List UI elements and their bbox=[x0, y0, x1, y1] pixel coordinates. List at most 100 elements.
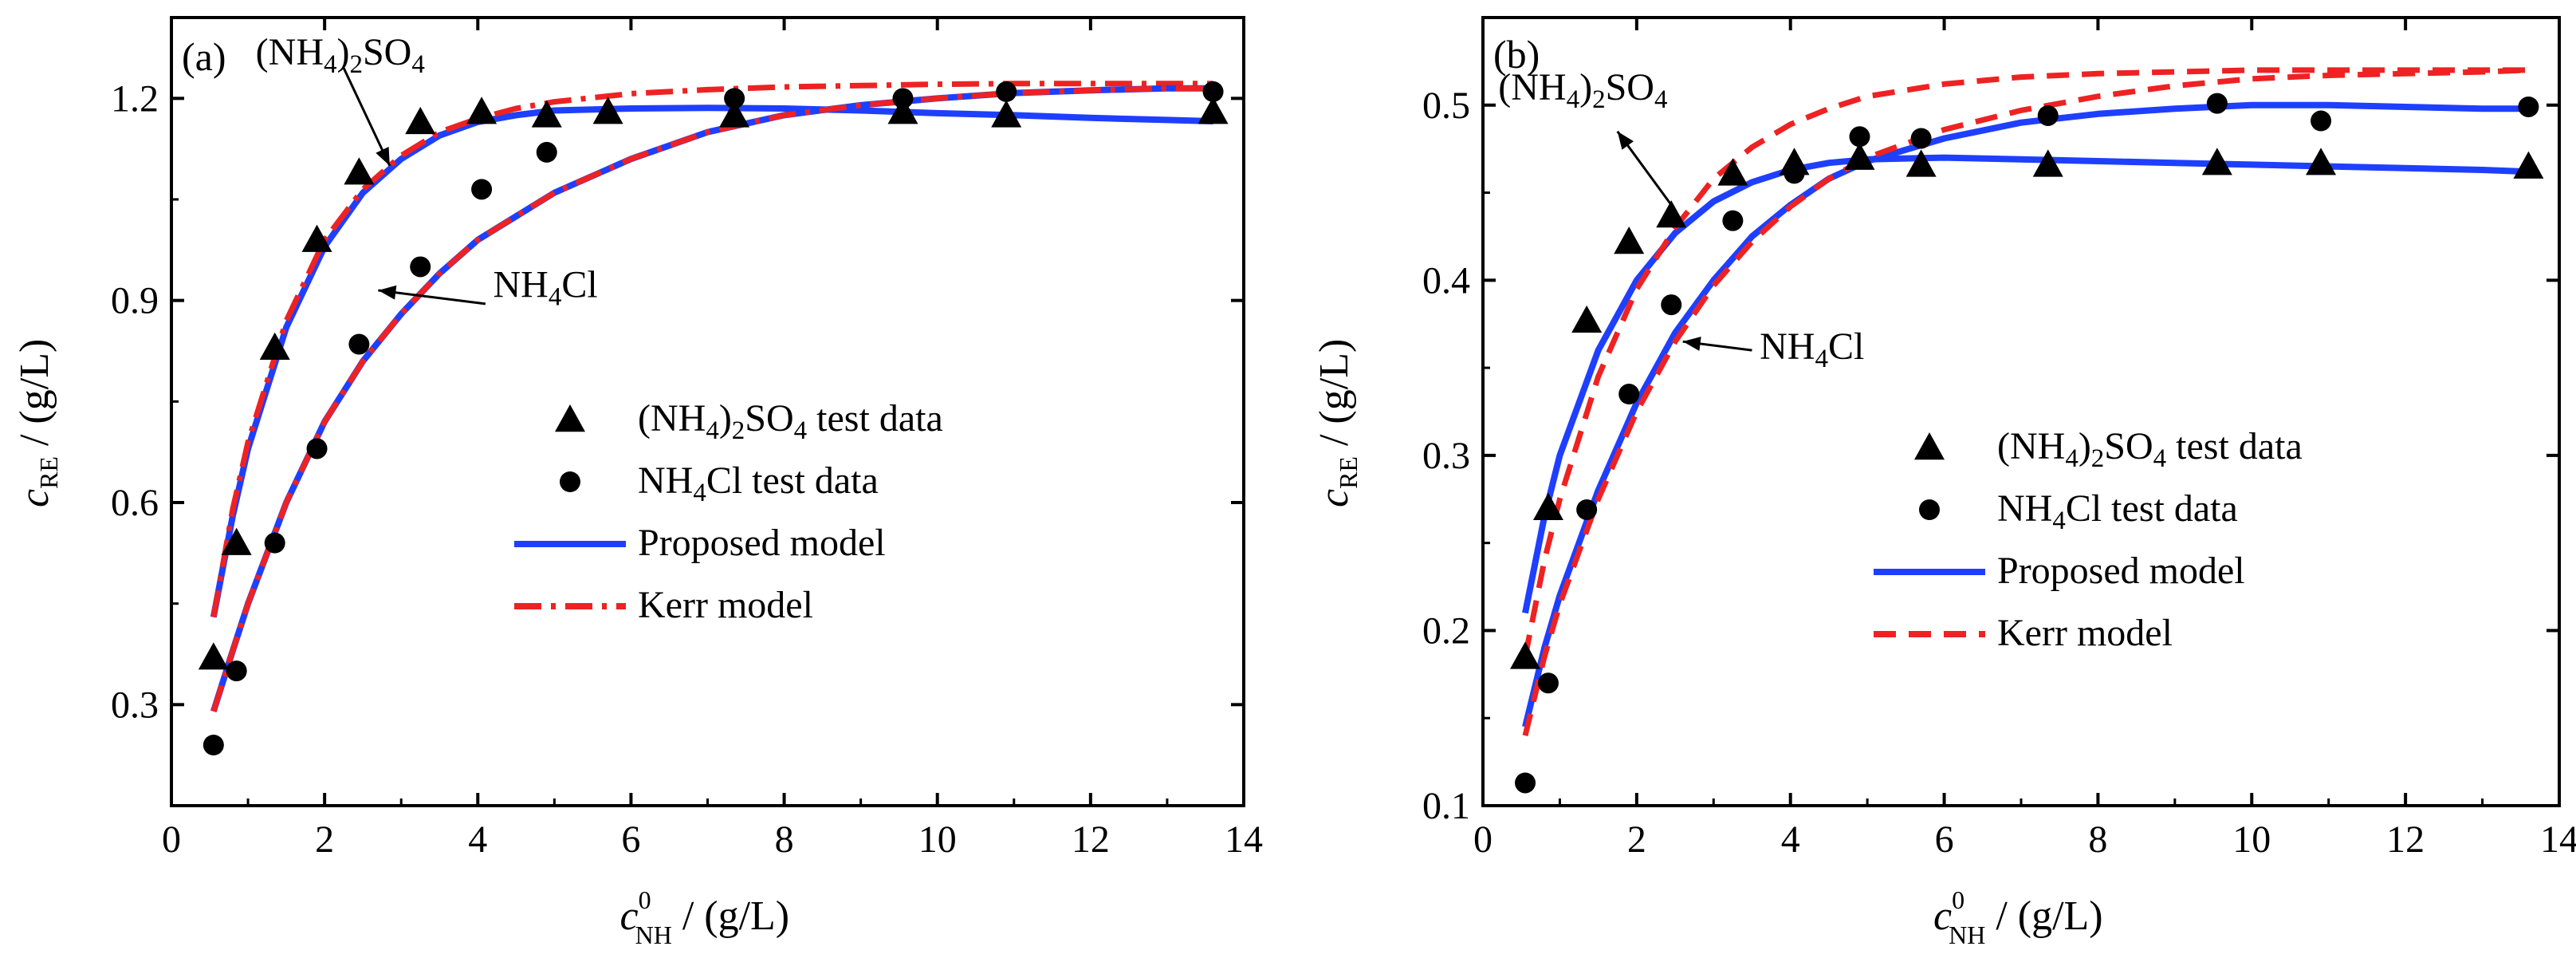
series-line-3 bbox=[210, 81, 1213, 618]
circle-marker bbox=[1515, 772, 1536, 794]
legend-label: Proposed model bbox=[638, 522, 886, 564]
x-tick-label: 6 bbox=[1935, 818, 1954, 861]
y-tick-label: 0.4 bbox=[1422, 259, 1470, 302]
annotation-label: (NH4)2SO4 bbox=[1498, 66, 1667, 114]
y-tick-label: 0.3 bbox=[1422, 435, 1470, 477]
x-tick-label: 4 bbox=[468, 818, 487, 861]
circle-marker bbox=[264, 532, 285, 554]
x-tick-label: 8 bbox=[775, 818, 794, 861]
x-tick-label: 12 bbox=[2386, 818, 2425, 861]
x-tick-label: 0 bbox=[162, 818, 181, 861]
circle-marker bbox=[1784, 163, 1805, 184]
panel-a: 0 2 4 6 8 10 12 14 0.3 0.6 0.9 1.2 (a) c0 NH / (g/L) cR… bbox=[12, 16, 1263, 949]
triangle-marker bbox=[1532, 492, 1563, 520]
y-tick-label: 0.3 bbox=[111, 684, 159, 726]
triangle-marker bbox=[1656, 200, 1687, 228]
triangle-marker bbox=[405, 106, 436, 135]
triangle-marker bbox=[2306, 148, 2337, 175]
x-tick-label: 2 bbox=[315, 818, 334, 861]
legend: (NH4)2SO4 test data NH4Cl test data Propos… bbox=[514, 397, 943, 626]
panel-b: 0 2 4 6 8 10 12 14 0.1 0.2 0.3 0.4 0.5 (b) c0 NH / (g/L… bbox=[1312, 16, 2576, 949]
annotation-arrow bbox=[342, 67, 391, 167]
triangle-marker bbox=[198, 642, 229, 670]
triangle-marker bbox=[887, 97, 918, 124]
annotation-label: NH4Cl bbox=[494, 263, 598, 311]
annotation-label: (NH4)2SO4 bbox=[256, 31, 425, 79]
triangle-marker bbox=[2201, 148, 2232, 175]
x-tick-label: 0 bbox=[1473, 818, 1493, 861]
x-tick-label: 14 bbox=[2540, 818, 2576, 861]
circle-marker bbox=[1576, 499, 1598, 520]
triangle-marker bbox=[221, 527, 252, 555]
triangle-marker bbox=[1198, 97, 1229, 124]
circle-marker bbox=[348, 333, 370, 355]
circle-marker bbox=[2518, 96, 2539, 117]
legend-label: Kerr model bbox=[1997, 612, 2173, 654]
x-axis-title: c0 NH / (g/L) bbox=[1933, 885, 2103, 949]
y-axis-title: cRE / (g/L) bbox=[12, 339, 63, 507]
x-axis-title: c0 NH / (g/L) bbox=[620, 885, 790, 949]
series-line-5 bbox=[210, 85, 1213, 712]
circle-marker bbox=[226, 660, 247, 682]
circle-marker bbox=[892, 88, 914, 109]
plot-frame bbox=[1481, 16, 2561, 807]
circle-marker bbox=[203, 735, 224, 755]
legend-triangle-symbol bbox=[1914, 432, 1945, 460]
legend-circle-symbol bbox=[1919, 499, 1940, 520]
triangle-marker bbox=[991, 100, 1022, 128]
circle-marker bbox=[1849, 126, 1870, 148]
arrow-head bbox=[378, 285, 397, 300]
triangle-marker bbox=[2513, 151, 2544, 179]
x-tick-label: 8 bbox=[2088, 818, 2107, 861]
circle-marker bbox=[1910, 128, 1932, 149]
triangle-marker bbox=[592, 97, 623, 124]
y-tick-label: 0.1 bbox=[1422, 785, 1470, 827]
panel-label: (a) bbox=[182, 34, 226, 79]
x-tick-label: 2 bbox=[1627, 818, 1646, 861]
y-tick-label: 0.2 bbox=[1422, 609, 1470, 652]
circle-marker bbox=[724, 88, 745, 109]
circle-marker bbox=[2311, 110, 2332, 132]
x-tick-label: 12 bbox=[1072, 818, 1110, 861]
legend-label: NH4Cl test data bbox=[1997, 487, 2238, 535]
legend-label: (NH4)2SO4 test data bbox=[638, 397, 943, 445]
legend: (NH4)2SO4 test data NH4Cl test data Propos… bbox=[1874, 425, 2303, 654]
series-line-3 bbox=[1522, 67, 2529, 658]
triangle-marker bbox=[2032, 149, 2063, 177]
x-tick-label: 14 bbox=[1225, 818, 1263, 861]
circle-marker bbox=[2037, 104, 2059, 126]
legend-label: Kerr model bbox=[638, 584, 813, 626]
x-tick-label: 6 bbox=[621, 818, 640, 861]
triangle-marker bbox=[259, 332, 290, 360]
circle-marker bbox=[410, 256, 431, 278]
circle-marker bbox=[1537, 672, 1559, 694]
circle-marker bbox=[1661, 294, 1682, 316]
circle-marker bbox=[471, 179, 493, 200]
circle-marker bbox=[996, 81, 1017, 102]
arrow-head bbox=[376, 147, 390, 166]
y-tick-label: 0.6 bbox=[111, 482, 159, 524]
triangle-marker bbox=[344, 157, 375, 185]
y-tick-label: 0.9 bbox=[111, 280, 159, 322]
triangle-marker bbox=[466, 97, 498, 124]
y-axis-title: cRE / (g/L) bbox=[1312, 339, 1363, 507]
x-tick-label: 4 bbox=[1781, 818, 1800, 861]
triangle-marker bbox=[719, 100, 750, 128]
circle-marker bbox=[536, 141, 557, 163]
triangle-marker bbox=[301, 224, 332, 252]
circle-marker bbox=[1722, 210, 1744, 231]
circle-marker bbox=[2206, 93, 2228, 114]
arrow-head bbox=[1617, 131, 1634, 150]
triangle-marker bbox=[1717, 158, 1748, 186]
legend-triangle-symbol bbox=[555, 404, 585, 432]
triangle-marker bbox=[531, 100, 562, 128]
annotation-arrow bbox=[378, 289, 486, 306]
legend-label: Proposed model bbox=[1997, 550, 2245, 592]
x-tick-label: 10 bbox=[2232, 818, 2271, 861]
triangle-marker bbox=[1614, 227, 1645, 254]
annotation-label: NH4Cl bbox=[1760, 325, 1864, 373]
triangle-marker bbox=[1905, 149, 1937, 177]
legend-circle-symbol bbox=[560, 471, 580, 492]
y-tick-label: 0.5 bbox=[1422, 85, 1470, 127]
